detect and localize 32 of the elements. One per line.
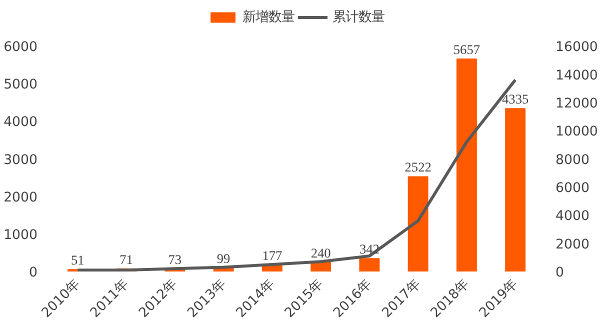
y-tick-label: 1000 bbox=[4, 228, 38, 243]
y2-tick-label: 8000 bbox=[556, 152, 590, 168]
y2-tick-label: 4000 bbox=[556, 209, 590, 224]
y2-tick-label: 2000 bbox=[556, 237, 590, 252]
data-label: 4335 bbox=[502, 92, 529, 107]
y2-tick-label: 16000 bbox=[556, 40, 598, 56]
data-label: 177 bbox=[262, 248, 283, 263]
y-tick-label: 4000 bbox=[4, 115, 38, 130]
y2-tick-label: 0 bbox=[556, 266, 564, 280]
data-label: 99 bbox=[216, 250, 231, 266]
bar bbox=[310, 262, 332, 272]
y2-tick-label: 14000 bbox=[556, 68, 598, 84]
y-tick-label: 6000 bbox=[4, 40, 38, 56]
bar bbox=[408, 176, 428, 272]
data-label: 51 bbox=[71, 252, 84, 268]
y2-tick-label: 6000 bbox=[556, 180, 590, 196]
bar bbox=[456, 58, 477, 272]
bar bbox=[505, 108, 526, 272]
legend-label: 新增数量 bbox=[242, 8, 294, 26]
data-label: 5657 bbox=[453, 42, 480, 57]
data-label: 73 bbox=[168, 252, 182, 267]
data-label: 71 bbox=[120, 252, 133, 267]
data-label: 240 bbox=[310, 245, 332, 260]
y-tick-label: 2000 bbox=[4, 190, 38, 206]
bar bbox=[359, 258, 380, 272]
y2-tick-label: 12000 bbox=[556, 96, 598, 112]
y-tick-label: 5000 bbox=[4, 78, 38, 93]
data-label: 2522 bbox=[404, 160, 432, 175]
y-tick-label: 0 bbox=[29, 266, 38, 280]
y-tick-label: 3000 bbox=[4, 152, 38, 168]
legend-label: 累计数量 bbox=[332, 8, 384, 26]
y2-tick-label: 10000 bbox=[556, 124, 598, 140]
